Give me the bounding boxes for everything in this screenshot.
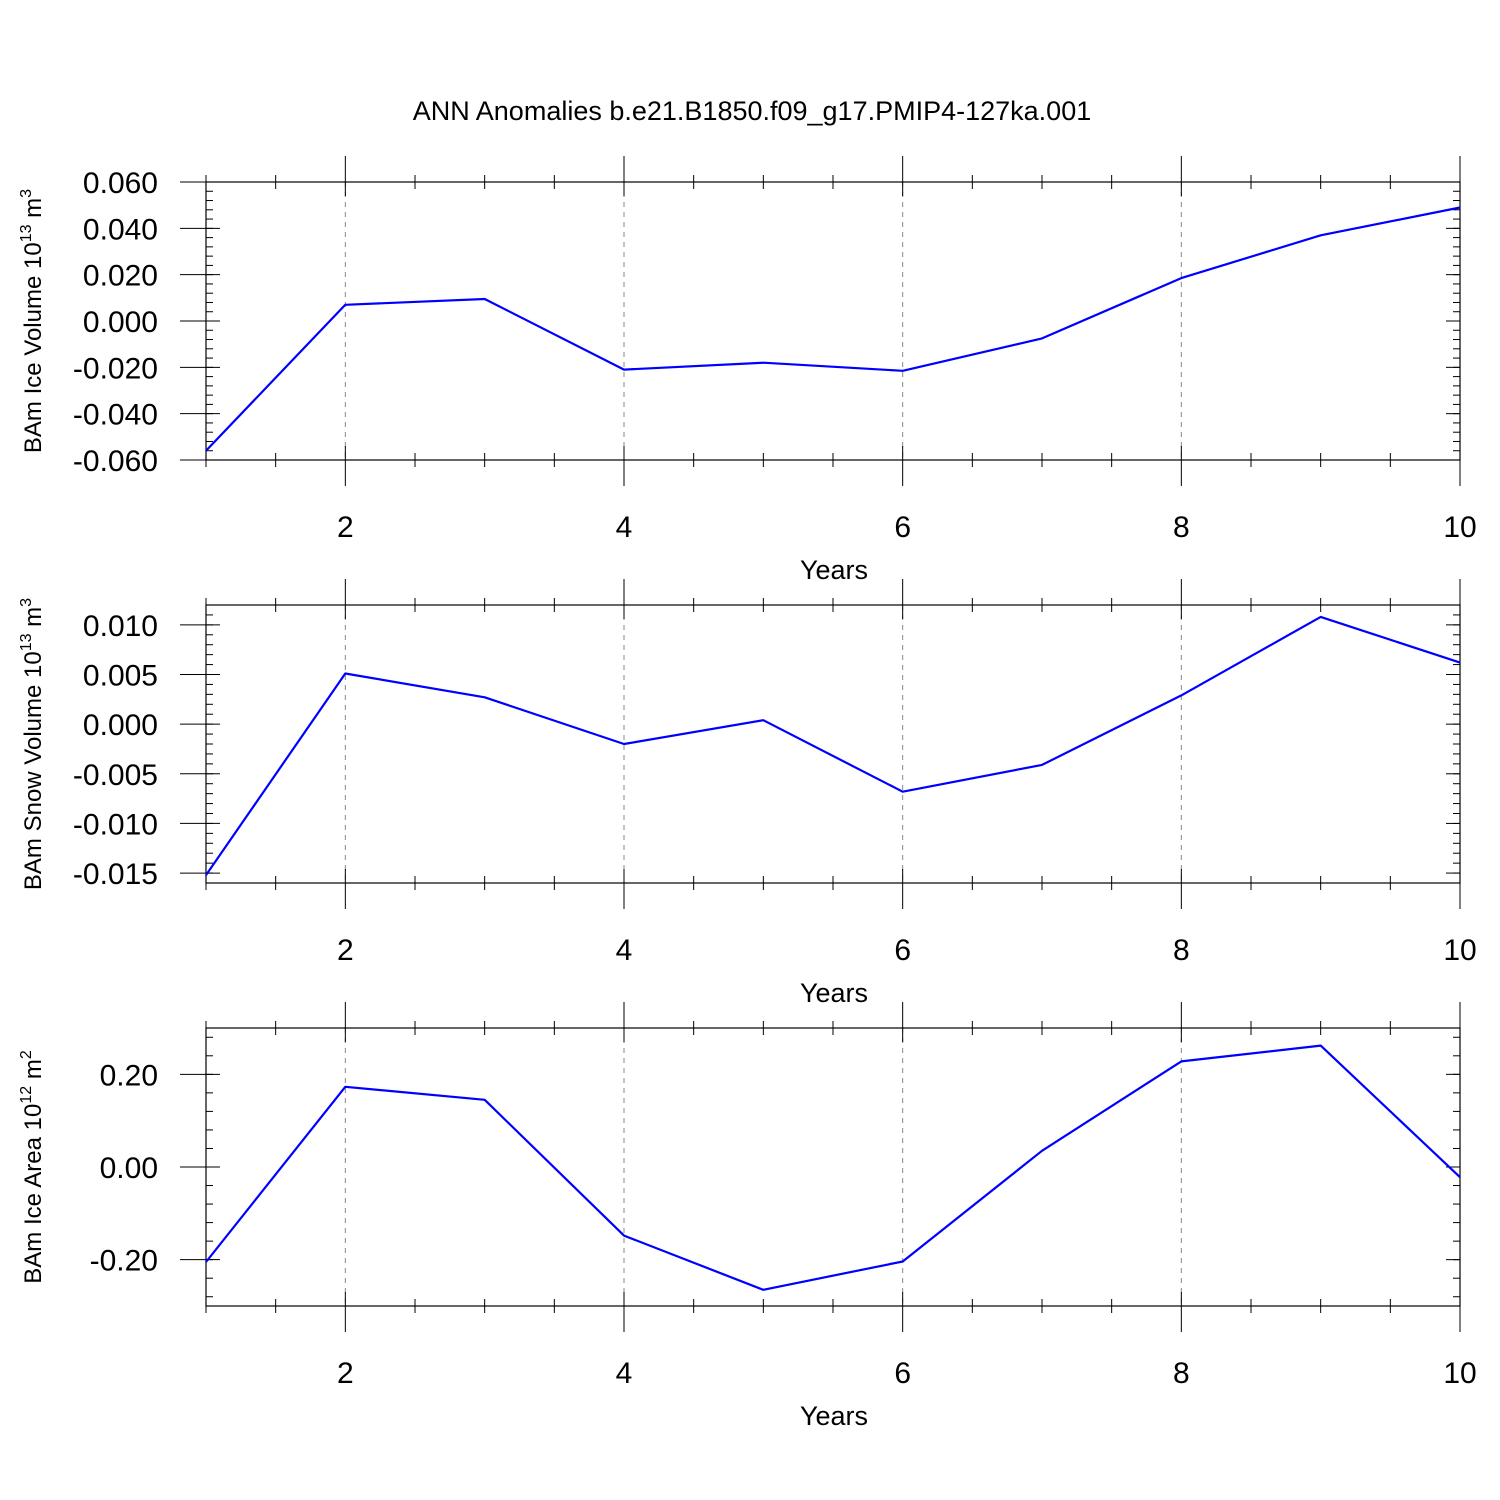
panel-3: -0.20 0.00 0.20 2 4 6 8 10 Years BAm Ice Area 101… [18, 1002, 1477, 1431]
y-tick-label: 0.00 [100, 1152, 158, 1185]
x-tick-label: 8 [1173, 934, 1190, 967]
x-tick-label: 2 [337, 934, 354, 967]
y-axis-label: BAm Ice Volume 1013 m3 [18, 189, 47, 453]
x-tick-label: 2 [337, 1357, 354, 1390]
x-tick-label: 6 [894, 934, 911, 967]
series-line [205, 206, 1461, 452]
x-tick-label: 4 [616, 1357, 633, 1390]
x-tick-label: 8 [1173, 511, 1190, 544]
plot-frame [205, 1027, 1461, 1307]
x-tick-label: 10 [1443, 934, 1476, 967]
x-axis-label: Years [800, 1401, 868, 1431]
y-tick-label: -0.015 [73, 858, 158, 891]
y-tick-label: 0.20 [100, 1059, 158, 1092]
y-tick-label: -0.060 [73, 445, 158, 478]
y-tick-label: 0.060 [83, 167, 158, 200]
series-line [205, 615, 1461, 876]
x-axis-label: Years [800, 555, 868, 585]
y-tick-label: 0.040 [83, 213, 158, 246]
x-tick-label: 6 [894, 1357, 911, 1390]
x-tick-label: 4 [616, 511, 633, 544]
x-tick-label: 2 [337, 511, 354, 544]
chart-panels: -0.060 -0.040 -0.020 0.000 0.020 0.040 0.060 2 4… [18, 156, 1477, 1431]
plot-frame [205, 604, 1461, 884]
y-tick-label: -0.040 [73, 399, 158, 432]
x-tick-label: 6 [894, 511, 911, 544]
y-tick-label: -0.005 [73, 759, 158, 792]
chart-title: ANN Anomalies b.e21.B1850.f09_g17.PMIP4-… [413, 96, 1091, 126]
y-tick-label: 0.000 [83, 306, 158, 339]
panel-1: -0.060 -0.040 -0.020 0.000 0.020 0.040 0.060 2 4… [18, 156, 1477, 585]
y-tick-label: 0.005 [83, 660, 158, 693]
y-tick-label: -0.020 [73, 352, 158, 385]
y-tick-label: 0.010 [83, 610, 158, 643]
x-tick-label: 10 [1443, 1357, 1476, 1390]
x-tick-label: 10 [1443, 511, 1476, 544]
x-tick-label: 8 [1173, 1357, 1190, 1390]
y-tick-label: 0.020 [83, 260, 158, 293]
x-axis-label: Years [800, 978, 868, 1008]
plot-frame [205, 181, 1461, 461]
panel-2: -0.015 -0.010 -0.005 0.000 0.005 0.010 2 4 6 8 10 Y… [18, 579, 1477, 1008]
y-tick-label: -0.010 [73, 808, 158, 841]
y-tick-label: -0.20 [90, 1245, 158, 1278]
x-tick-label: 4 [616, 934, 633, 967]
series-line [205, 1044, 1461, 1291]
y-axis-label: BAm Ice Area 1012 m2 [18, 1050, 47, 1284]
y-tick-label: 0.000 [83, 709, 158, 742]
y-axis-label: BAm Snow Volume 1013 m3 [18, 598, 47, 890]
